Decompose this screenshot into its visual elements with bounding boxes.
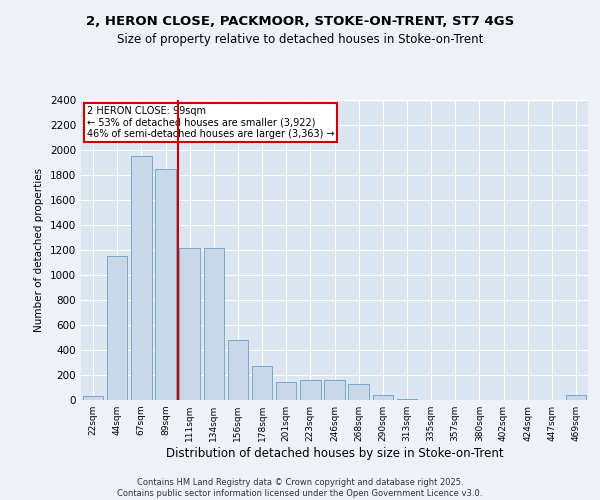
Bar	[83, 396, 103, 400]
Text: 2, HERON CLOSE, PACKMOOR, STOKE-ON-TRENT, ST7 4GS: 2, HERON CLOSE, PACKMOOR, STOKE-ON-TRENT…	[86, 15, 514, 28]
Bar	[107, 256, 127, 400]
Bar	[276, 382, 296, 400]
Bar	[203, 248, 224, 400]
Text: Size of property relative to detached houses in Stoke-on-Trent: Size of property relative to detached ho…	[117, 32, 483, 46]
Text: 2 HERON CLOSE: 99sqm
← 53% of detached houses are smaller (3,922)
46% of semi-de: 2 HERON CLOSE: 99sqm ← 53% of detached h…	[86, 106, 334, 139]
Bar	[373, 395, 393, 400]
Bar	[179, 248, 200, 400]
Bar	[227, 340, 248, 400]
Bar	[131, 156, 152, 400]
Bar	[566, 395, 586, 400]
Bar	[324, 380, 345, 400]
Bar	[252, 366, 272, 400]
Bar	[300, 380, 320, 400]
Y-axis label: Number of detached properties: Number of detached properties	[34, 168, 44, 332]
Bar	[349, 384, 369, 400]
Bar	[155, 169, 176, 400]
Text: Contains HM Land Registry data © Crown copyright and database right 2025.
Contai: Contains HM Land Registry data © Crown c…	[118, 478, 482, 498]
X-axis label: Distribution of detached houses by size in Stoke-on-Trent: Distribution of detached houses by size …	[166, 447, 503, 460]
